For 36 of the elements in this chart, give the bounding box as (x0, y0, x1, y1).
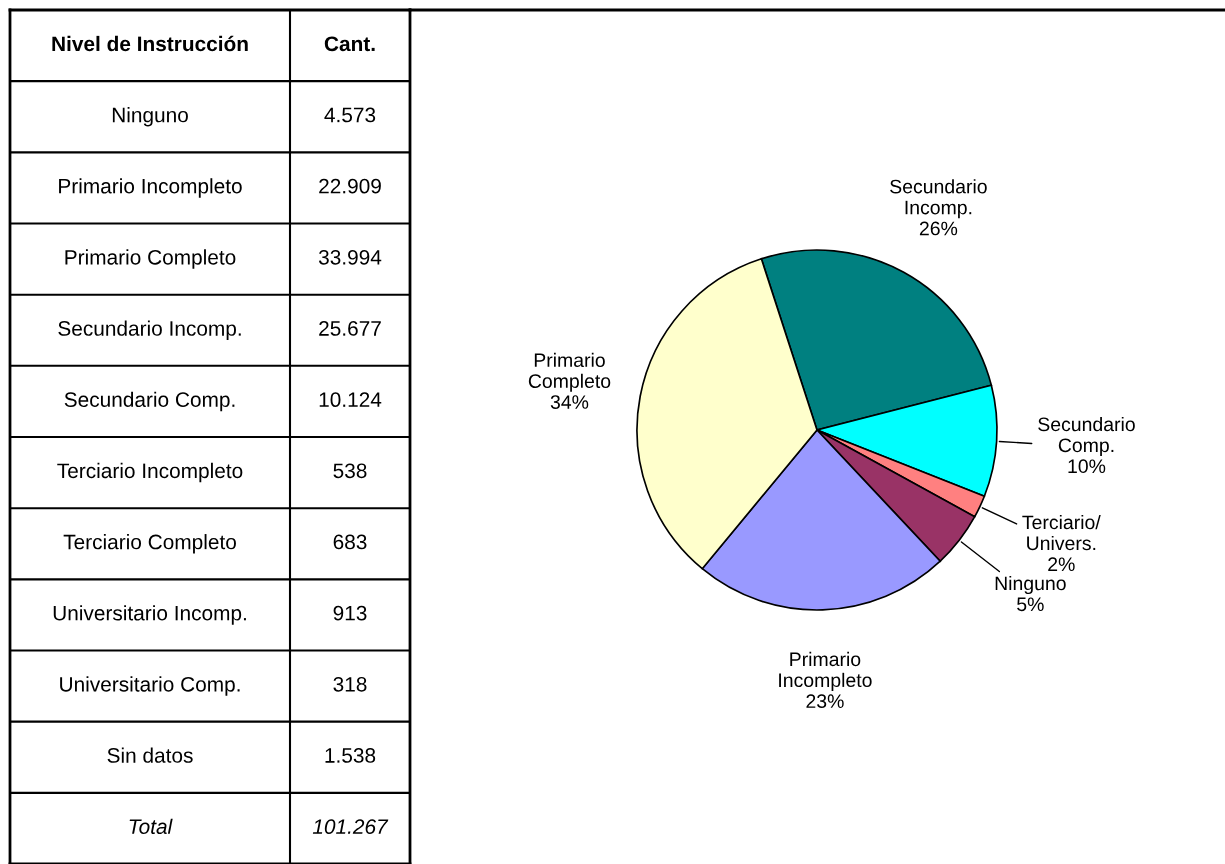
text: 25.677 (319, 321, 381, 336)
text: 101.267 (312, 819, 389, 835)
slice-label: Secundario Comp. (1038, 416, 1135, 457)
data-label: 2% (1048, 557, 1075, 572)
text: Cant. (324, 36, 375, 52)
category-label: Universitario Incomp. (53, 605, 246, 625)
data-label: 5% (1017, 597, 1044, 612)
category-label: Sin datos (107, 747, 193, 763)
text: 1.538 (325, 748, 376, 763)
category-label: Terciario Completo (63, 534, 236, 554)
text: 4.573 (324, 107, 376, 123)
slice-label: Secundario Incomp. (890, 179, 987, 219)
category-label: Terciario Incompleto (57, 462, 243, 483)
text: 538 (333, 463, 367, 479)
category-label: Ninguno (112, 107, 188, 127)
text: 913 (333, 605, 367, 621)
text: 318 (333, 676, 367, 692)
text: 33.994 (318, 249, 382, 265)
category-label: Primario Incompleto (59, 178, 242, 198)
category-label: Primario Completo (65, 249, 236, 269)
slice-label: Primario Completo (528, 352, 611, 392)
data-label: 26% (919, 221, 958, 236)
slice-label: Primario Incompleto (779, 651, 872, 691)
slice-label: Terciario/ Univers. (1022, 514, 1101, 551)
text: Total (129, 818, 173, 835)
category-label: Universitario Comp. (60, 676, 240, 696)
category-label: Secundario Comp. (64, 391, 235, 412)
text: Nivel de Instrucción (52, 35, 248, 52)
text: 22.909 (319, 178, 381, 194)
data-label: 34% (550, 395, 589, 409)
text: 10.124 (319, 392, 382, 408)
category-label: Secundario Incomp. (58, 320, 241, 340)
text: 683 (333, 534, 367, 550)
slice-label: Ninguno (995, 575, 1066, 595)
data-label: 10% (1068, 459, 1106, 474)
data-label: 23% (806, 694, 844, 709)
